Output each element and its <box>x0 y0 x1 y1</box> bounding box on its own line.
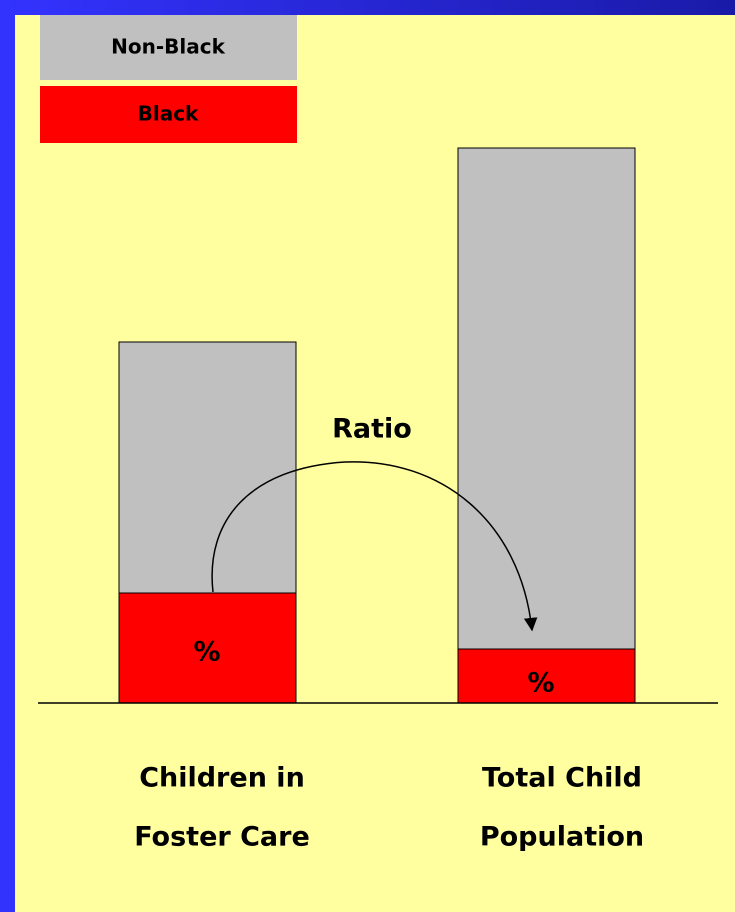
annotation: Ratio <box>332 414 412 445</box>
legend-label: Black <box>138 102 199 126</box>
legend-swatch <box>40 15 297 80</box>
bar-label: Foster Care <box>134 822 310 853</box>
bar-segment <box>118 592 297 704</box>
bar-label: Total Child <box>482 763 642 794</box>
bar-segment <box>457 648 636 704</box>
bar-label: Children in <box>139 763 305 794</box>
ratio-arrow <box>211 461 538 632</box>
legend-label: Non-Black <box>111 35 225 59</box>
segment-label: % <box>527 668 554 699</box>
legend-swatch <box>40 86 297 143</box>
bar-segment <box>118 341 297 594</box>
segment-label: % <box>193 637 220 668</box>
bar-segment <box>457 147 636 650</box>
bar-label: Population <box>480 822 644 853</box>
